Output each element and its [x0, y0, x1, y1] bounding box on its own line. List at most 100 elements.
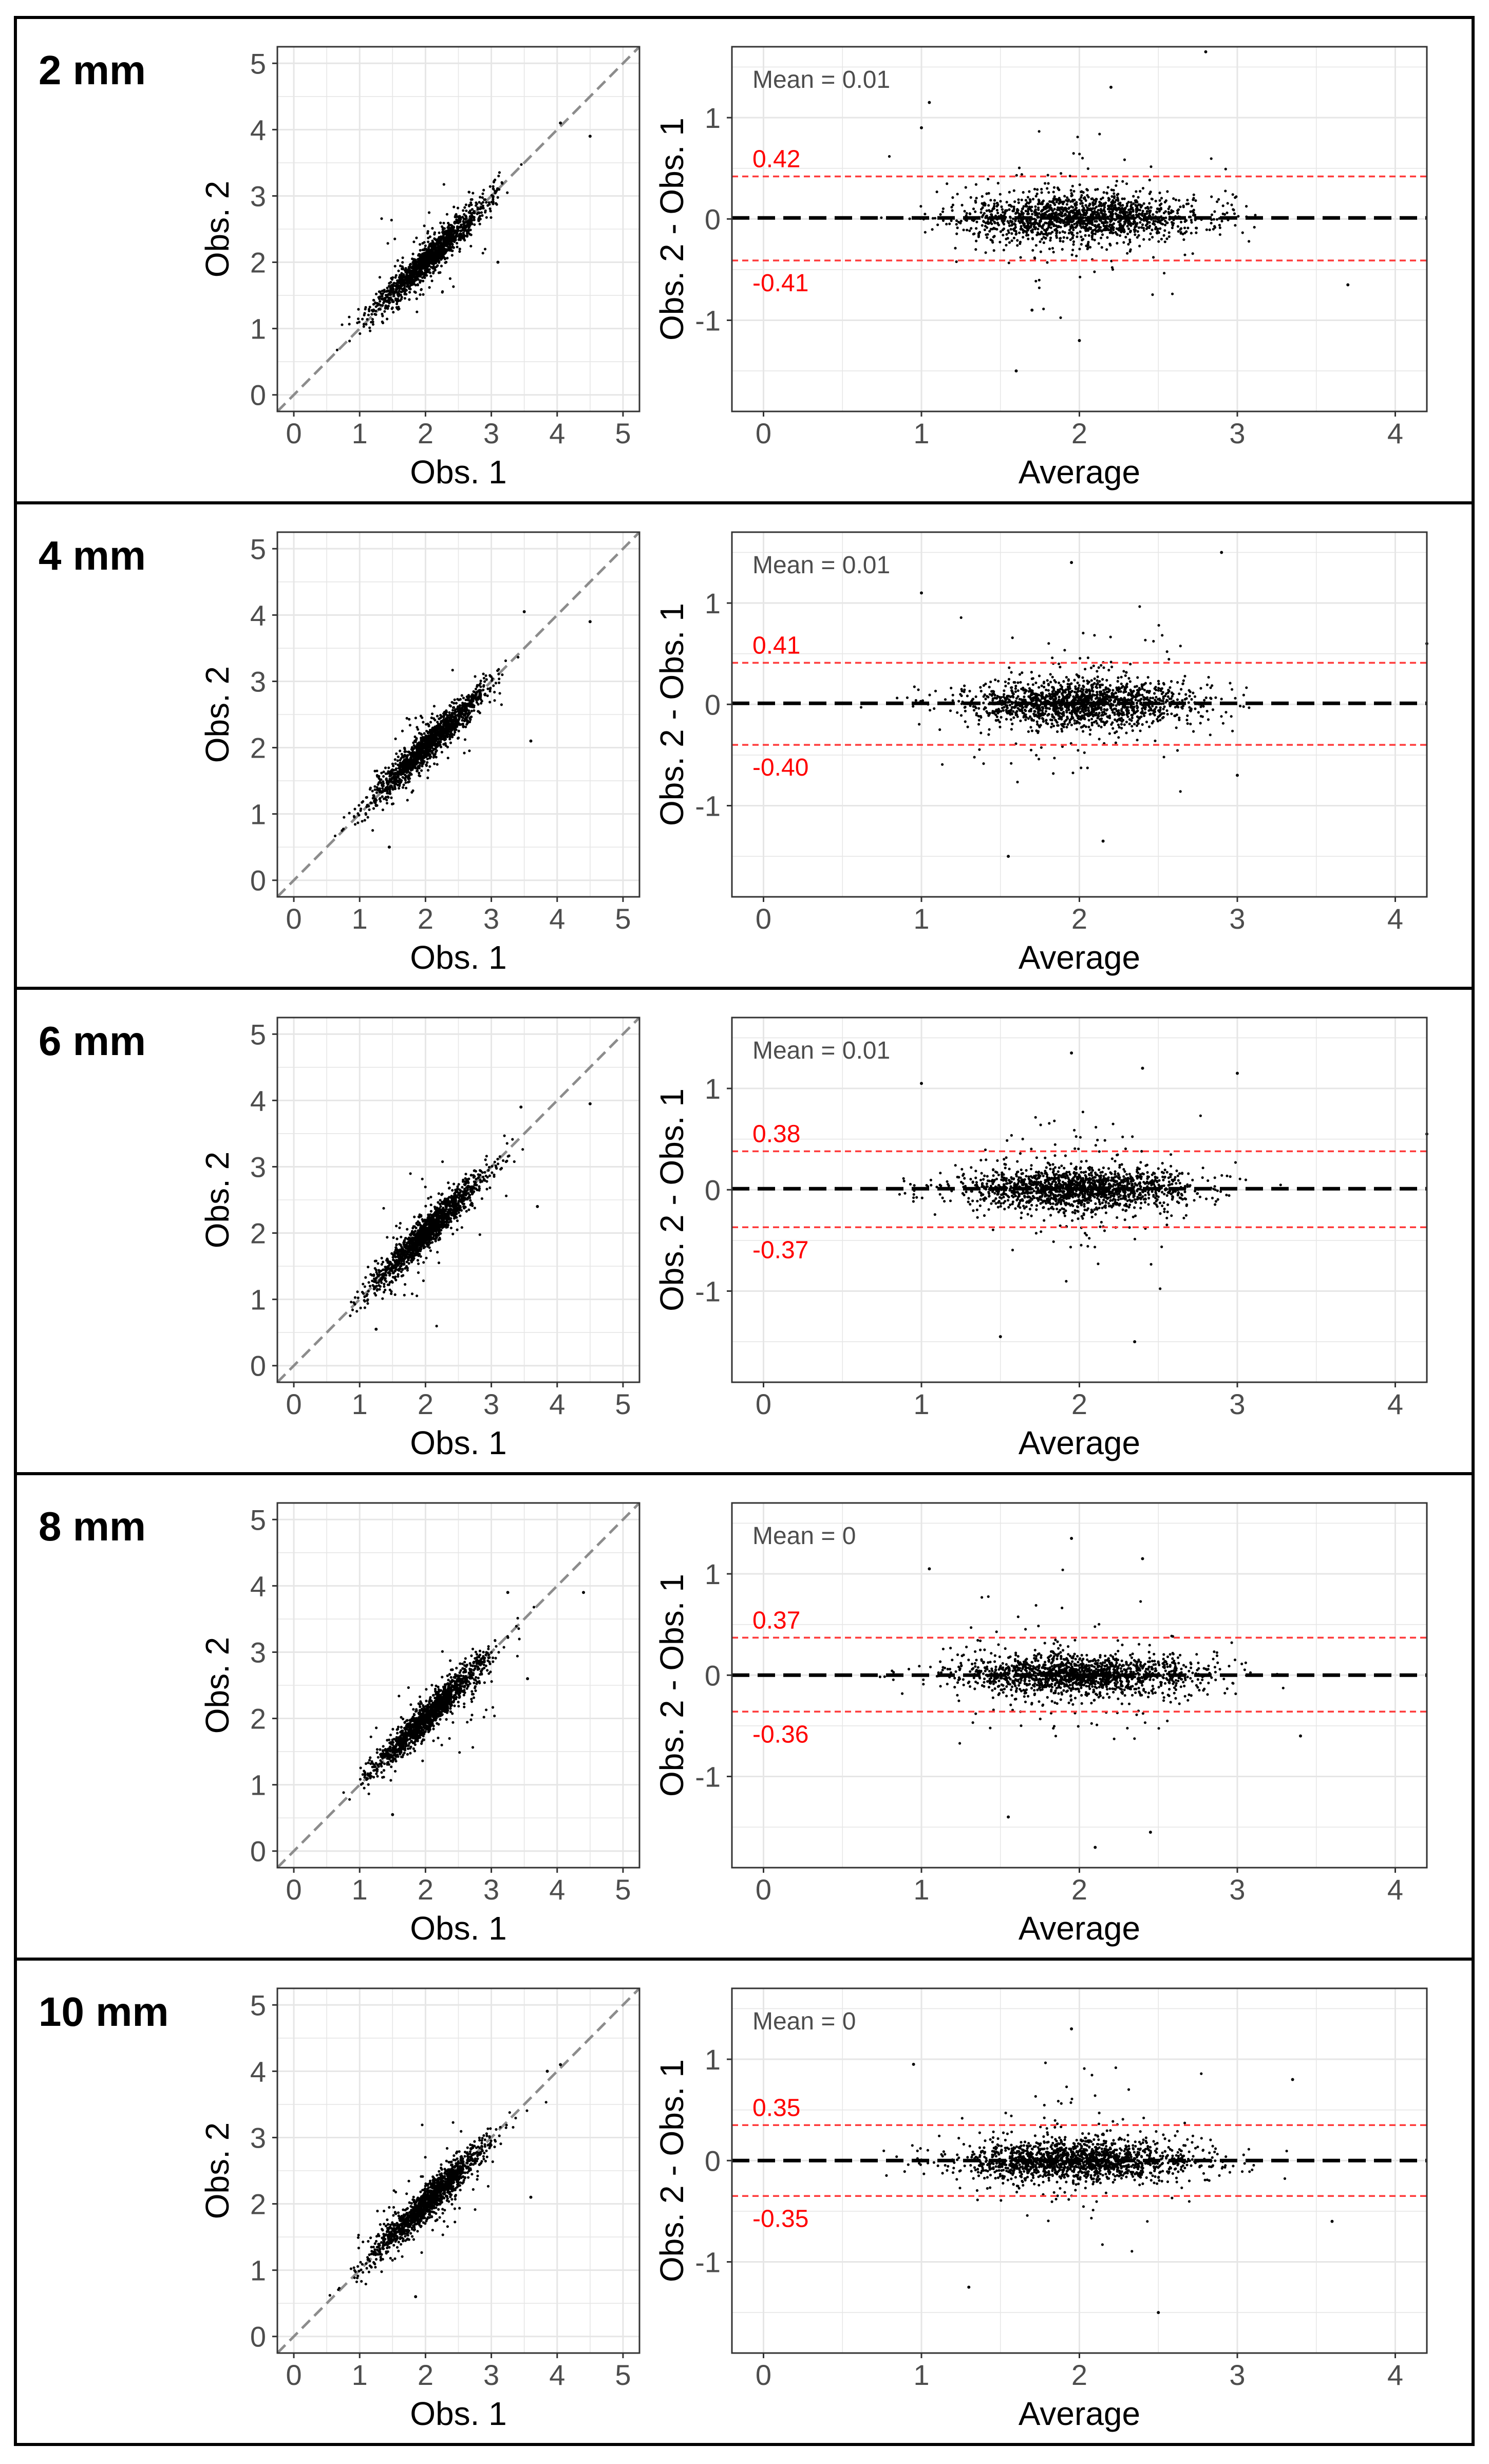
mean-annotation: Mean = 0.01 [752, 66, 890, 93]
scatter-point [407, 266, 410, 269]
bland-altman-point [1155, 210, 1158, 214]
scatter-point [425, 747, 428, 750]
bland-altman-point [1068, 206, 1071, 210]
scatter-point [381, 292, 385, 295]
y-tick-label: 1 [250, 313, 266, 345]
scatter-point [364, 812, 367, 815]
scatter-point [480, 700, 483, 703]
bland-altman-point [1048, 247, 1051, 251]
bland-altman-point [1089, 246, 1092, 249]
bland-altman-point [1224, 167, 1227, 171]
scatter-point [418, 751, 421, 755]
scatter-point [402, 268, 405, 271]
bland-altman-point [1134, 199, 1137, 202]
scatter-point [451, 246, 454, 249]
bland-altman-point [939, 213, 942, 216]
scatter-point [456, 698, 459, 701]
bland-altman-point [1107, 204, 1110, 208]
scatter-point [394, 780, 397, 783]
scatter-point [441, 225, 444, 228]
scatter-point [396, 759, 399, 762]
scatter-point [432, 739, 435, 742]
bland-altman-point [1003, 222, 1006, 225]
bland-altman-point [1186, 227, 1190, 230]
bland-altman-point [1007, 261, 1010, 265]
scatter-point [448, 232, 451, 235]
bland-altman-point [1042, 233, 1045, 236]
bland-altman-point [888, 155, 891, 158]
scatter-point [506, 191, 509, 194]
scatter-point [403, 284, 406, 287]
scatter-point [483, 680, 486, 683]
bland-altman-point [1092, 202, 1095, 205]
bland-altman-point [955, 260, 958, 264]
scatter-point [380, 778, 383, 781]
scatter-point [449, 741, 453, 744]
bland-altman-point [1012, 236, 1015, 239]
y-tick-label: 5 [250, 47, 266, 80]
scatter-point [391, 762, 394, 765]
x-tick-label: 4 [549, 417, 565, 449]
scatter-point [425, 763, 428, 766]
scatter-point [348, 323, 351, 326]
bland-altman-point [1176, 212, 1179, 215]
bland-altman-point [1027, 222, 1030, 225]
bland-altman-point [1253, 225, 1256, 229]
scatter-point [398, 279, 401, 282]
bland-altman-point [1118, 726, 1121, 729]
scatter-point [458, 250, 461, 253]
bland-altman-point [1118, 227, 1121, 230]
bland-altman-point [1015, 174, 1018, 177]
scatter-point [442, 723, 445, 726]
scatter-point [403, 750, 406, 753]
bland-altman-point [1122, 210, 1125, 213]
scatter-point [430, 716, 433, 720]
bland-altman-point [1061, 206, 1064, 209]
bland-altman-point [1017, 198, 1020, 201]
bland-altman-point [1079, 275, 1082, 278]
scatter-point [341, 323, 344, 326]
bland-altman-point [1088, 218, 1091, 221]
scatter-point [439, 221, 442, 224]
bland-altman-point [1046, 174, 1049, 177]
bland-altman-point [984, 251, 987, 254]
bland-altman-point [1069, 189, 1072, 192]
scatter-point [389, 293, 392, 296]
bland-altman-point [1147, 207, 1150, 210]
scatter-point [517, 655, 520, 659]
bland-altman-point [1063, 214, 1066, 217]
y-tick-label: -1 [695, 305, 721, 337]
bland-altman-point [1124, 236, 1127, 239]
scatter-point [370, 321, 373, 324]
bland-altman-point [1218, 226, 1221, 229]
scatter-point [475, 698, 478, 701]
scatter-point [374, 292, 378, 296]
scatter-point [379, 300, 382, 303]
bland-altman-point [1135, 190, 1138, 193]
scatter-point [479, 680, 482, 683]
scatter-point [426, 757, 429, 761]
bland-altman-outlier [920, 126, 923, 129]
bland-altman-point [1046, 261, 1049, 264]
bland-altman-point [1072, 243, 1075, 246]
bland-altman-point [1190, 218, 1193, 222]
scatter-point [383, 310, 386, 313]
scatter-point [392, 311, 395, 314]
bland-altman-point [1091, 234, 1094, 237]
scatter-point [381, 783, 384, 786]
bland-altman-point [974, 201, 977, 204]
scatter-point [428, 757, 431, 760]
scatter-outlier [588, 135, 592, 138]
scatter-point [454, 215, 457, 218]
scatter-point [446, 714, 449, 717]
bland-altman-point [1132, 195, 1135, 198]
bland-altman-point [1105, 248, 1108, 251]
scatter-point [348, 315, 351, 318]
scatter-point [452, 285, 455, 288]
bland-altman-point [1014, 212, 1017, 215]
scatter-point [436, 714, 439, 718]
scatter-point [468, 699, 471, 702]
x-tick-label: 0 [286, 417, 301, 449]
scatter-point [460, 694, 463, 697]
scatter-point [445, 234, 448, 237]
